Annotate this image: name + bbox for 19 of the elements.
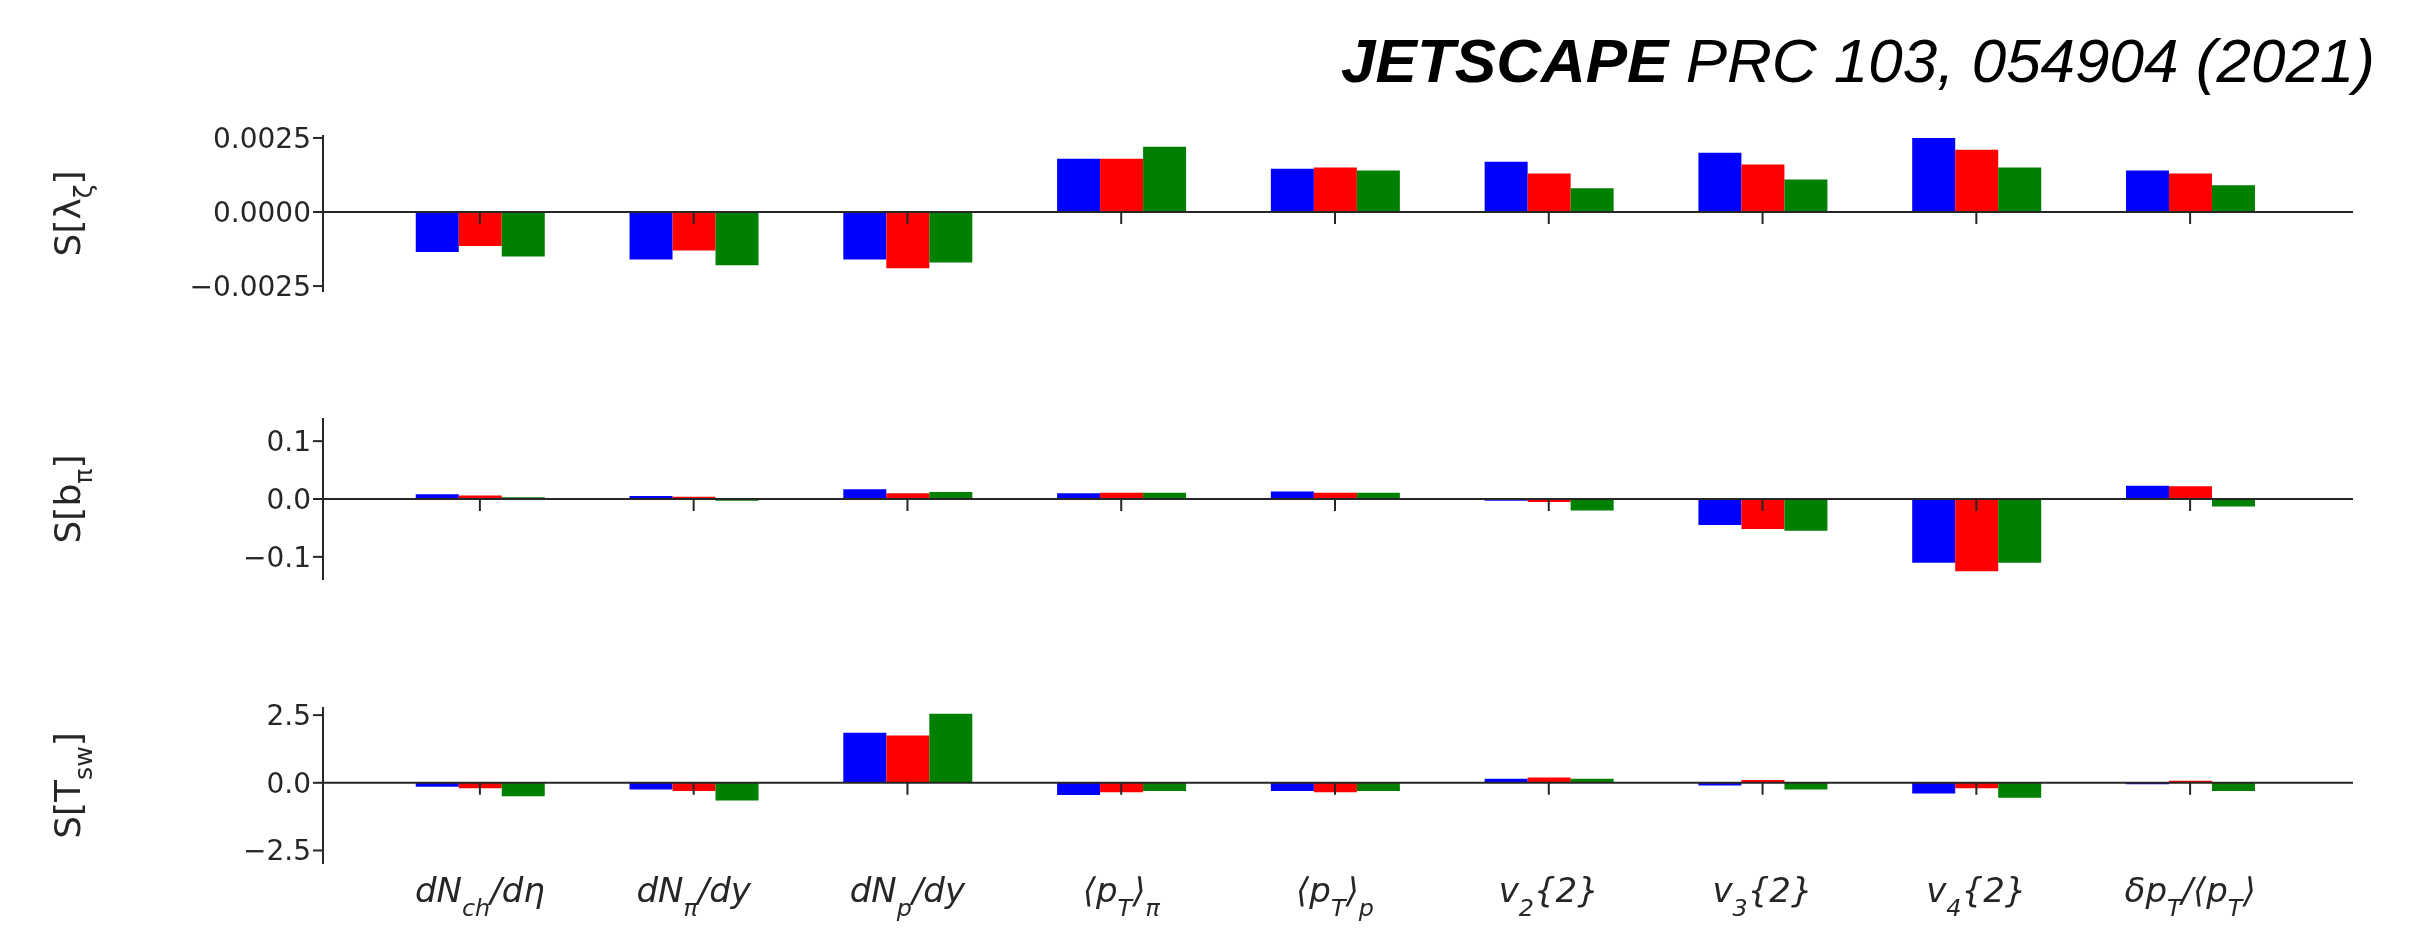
y-tick-label: 0.0025 bbox=[213, 121, 311, 155]
y-tick-label: 2.5 bbox=[266, 699, 311, 733]
y-tick-label: 0.1 bbox=[266, 425, 311, 459]
x-tick-label: ⟨p$_{T}$⟩$_{π}$ bbox=[1082, 870, 1161, 922]
y-tick-label: −2.5 bbox=[243, 834, 311, 868]
y-tick-label: 0.0 bbox=[266, 482, 311, 516]
y-tick-label: 0.0 bbox=[266, 766, 311, 800]
y-tick-label: −0.0025 bbox=[189, 270, 311, 304]
x-tick-label: dN$_{p}$/dy bbox=[849, 870, 966, 922]
y-tick-label: −0.1 bbox=[243, 540, 311, 574]
x-tick-label: v$_{4}${2} bbox=[1926, 870, 2027, 922]
x-tick-label: ⟨p$_{T}$⟩$_{p}$ bbox=[1296, 870, 1374, 922]
y-tick-label: 0.0000 bbox=[213, 195, 311, 229]
x-tick-label: dN$_{ch}$/dη bbox=[415, 870, 545, 922]
x-tick-label: δp$_{T}$/⟨p$_{T}$⟩ bbox=[2124, 870, 2256, 922]
x-tick-label: dN$_{π}$/dy bbox=[636, 870, 752, 922]
x-tick-label: v$_{3}${2} bbox=[1712, 870, 1813, 922]
x-tick-label: v$_{2}${2} bbox=[1498, 870, 1599, 922]
chart-title: JETSCAPE PRC 103, 054904 (2021) bbox=[1341, 26, 2375, 95]
